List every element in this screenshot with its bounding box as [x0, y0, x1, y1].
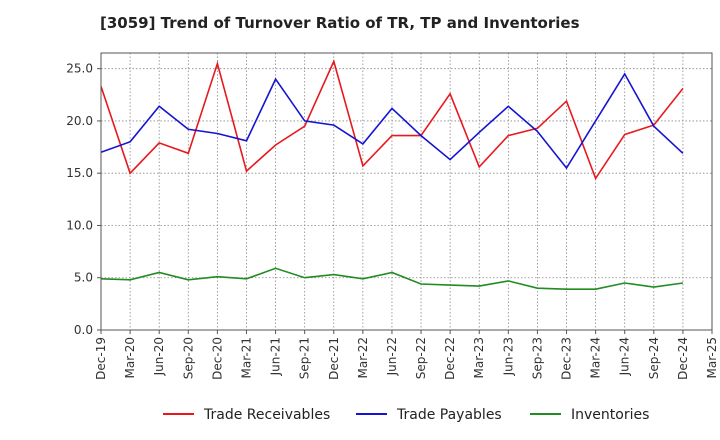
grid-lines	[100, 53, 713, 331]
series-line-3	[100, 267, 684, 291]
y-tick-label: 20.0	[66, 114, 93, 128]
legend: Trade Receivables Trade Payables Inventori…	[163, 407, 649, 423]
series-lines	[100, 59, 684, 291]
x-tick-label: Dec-23	[560, 337, 574, 380]
x-tick-label: Jun-20	[152, 337, 166, 376]
x-tick-label: Mar-22	[356, 337, 370, 378]
x-tick-label: Sep-20	[181, 337, 195, 379]
chart-title: [3059] Trend of Turnover Ratio of TR, TP…	[100, 14, 580, 32]
plot-frame	[100, 52, 713, 331]
x-tick-label: Jun-23	[501, 337, 515, 376]
series-line-1	[100, 59, 684, 181]
y-tick-label: 10.0	[66, 218, 93, 232]
y-tick-label: 15.0	[66, 166, 93, 180]
y-tick-label: 25.0	[66, 62, 93, 76]
series-line-2	[100, 72, 684, 170]
x-tick-label: Dec-24	[676, 337, 690, 380]
y-axis-ticks: 0.0 5.0 10.0 15.0 20.0 25.0	[66, 62, 101, 337]
x-tick-label: Dec-20	[210, 337, 224, 380]
x-tick-label: Mar-20	[123, 337, 137, 378]
x-tick-label: Sep-22	[414, 337, 428, 379]
y-tick-label: 5.0	[74, 271, 93, 285]
x-tick-label: Mar-23	[472, 337, 486, 378]
legend-label: Trade Receivables	[203, 407, 330, 423]
x-tick-label: Mar-21	[239, 337, 253, 378]
legend-label: Inventories	[571, 407, 649, 423]
x-tick-label: Jun-22	[385, 337, 399, 376]
x-tick-label: Dec-22	[443, 337, 457, 380]
x-axis-ticks: Dec-19 Mar-20 Jun-20 Sep-20 Dec-20 Mar-21 Jun-…	[94, 330, 719, 380]
x-tick-label: Sep-21	[298, 337, 312, 379]
x-tick-label: Sep-23	[530, 337, 544, 379]
x-tick-label: Dec-19	[94, 337, 108, 380]
x-tick-label: Mar-24	[589, 337, 603, 378]
y-tick-label: 0.0	[74, 323, 93, 337]
x-tick-label: Jun-21	[269, 337, 283, 376]
x-tick-label: Dec-21	[327, 337, 341, 380]
legend-label: Trade Payables	[396, 407, 502, 423]
x-tick-label: Mar-25	[705, 337, 719, 378]
x-tick-label: Jun-24	[618, 337, 632, 376]
x-tick-label: Sep-24	[647, 337, 661, 379]
